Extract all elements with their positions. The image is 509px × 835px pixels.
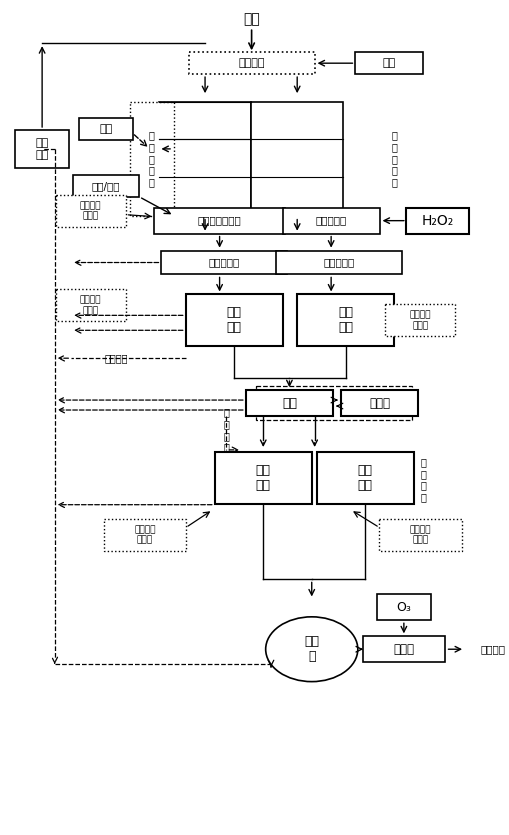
Bar <box>406 208 468 234</box>
Text: 石灰/片碱: 石灰/片碱 <box>92 180 120 190</box>
Text: 风机: 风机 <box>99 124 112 134</box>
Bar <box>385 305 455 337</box>
Text: 达标排放: 达标排放 <box>479 645 504 655</box>
Text: 水解
厌氧: 水解 厌氧 <box>337 306 353 334</box>
Text: 内装微电
极材料: 内装微电 极材料 <box>80 296 101 315</box>
Text: 内装微电
极材料: 内装微电 极材料 <box>134 525 155 544</box>
Bar <box>15 130 69 168</box>
Text: 二沉
池: 二沉 池 <box>304 635 319 663</box>
Bar <box>362 636 444 662</box>
Bar <box>188 53 314 74</box>
Text: 缺氧: 缺氧 <box>281 397 296 409</box>
Bar <box>256 386 411 421</box>
Bar <box>73 175 139 197</box>
Bar <box>55 195 125 226</box>
Bar <box>154 208 285 234</box>
Bar <box>79 118 132 140</box>
Bar <box>130 102 173 216</box>
Text: 污
泥
回
流: 污 泥 回 流 <box>419 458 426 502</box>
Text: 接触
氧化: 接触 氧化 <box>255 463 270 492</box>
Bar <box>355 53 422 74</box>
Bar <box>275 250 401 275</box>
Bar <box>103 519 186 550</box>
Bar <box>55 290 125 321</box>
Bar <box>297 295 393 347</box>
Bar <box>185 295 282 347</box>
Text: 微
电
反
应
池: 微 电 反 应 池 <box>390 130 397 187</box>
Text: 内装微电
极材料: 内装微电 极材料 <box>409 311 430 330</box>
Text: 底进上出: 底进上出 <box>238 58 264 68</box>
Text: 反应池: 反应池 <box>392 643 414 655</box>
Text: 折流反应池: 折流反应池 <box>315 215 346 225</box>
Text: 斜板沉淀池: 斜板沉淀池 <box>208 257 240 267</box>
Bar <box>250 102 343 216</box>
Text: 剩余污泥: 剩余污泥 <box>104 353 127 363</box>
Text: H₂O₂: H₂O₂ <box>421 214 453 228</box>
Text: 硫酸: 硫酸 <box>382 58 395 68</box>
Bar <box>214 452 311 504</box>
Text: 内装微电
极材料: 内装微电 极材料 <box>80 201 101 220</box>
Bar <box>378 519 461 550</box>
Bar <box>377 595 430 620</box>
Bar <box>316 452 413 504</box>
Text: 内装微电
极材料: 内装微电 极材料 <box>409 525 430 544</box>
Ellipse shape <box>265 617 357 681</box>
Text: 曝气折流反应池: 曝气折流反应池 <box>197 215 241 225</box>
Text: 接触
氧化: 接触 氧化 <box>357 463 372 492</box>
Text: 斜板沉淀池: 斜板沉淀池 <box>323 257 354 267</box>
Text: 微
电
反
应
池: 微 电 反 应 池 <box>149 130 154 187</box>
Bar <box>245 390 332 416</box>
Text: 污泥
储池: 污泥 储池 <box>36 138 49 159</box>
Bar <box>159 102 250 216</box>
Text: 水解
厌氧: 水解 厌氧 <box>226 306 241 334</box>
Bar <box>282 208 379 234</box>
Text: 原水: 原水 <box>243 13 260 27</box>
Bar <box>340 390 417 416</box>
Text: O₃: O₃ <box>395 601 410 614</box>
Text: 反应池: 反应池 <box>369 397 389 409</box>
Text: 污
泥
回
流: 污 泥 回 流 <box>223 407 229 453</box>
Bar <box>161 250 287 275</box>
